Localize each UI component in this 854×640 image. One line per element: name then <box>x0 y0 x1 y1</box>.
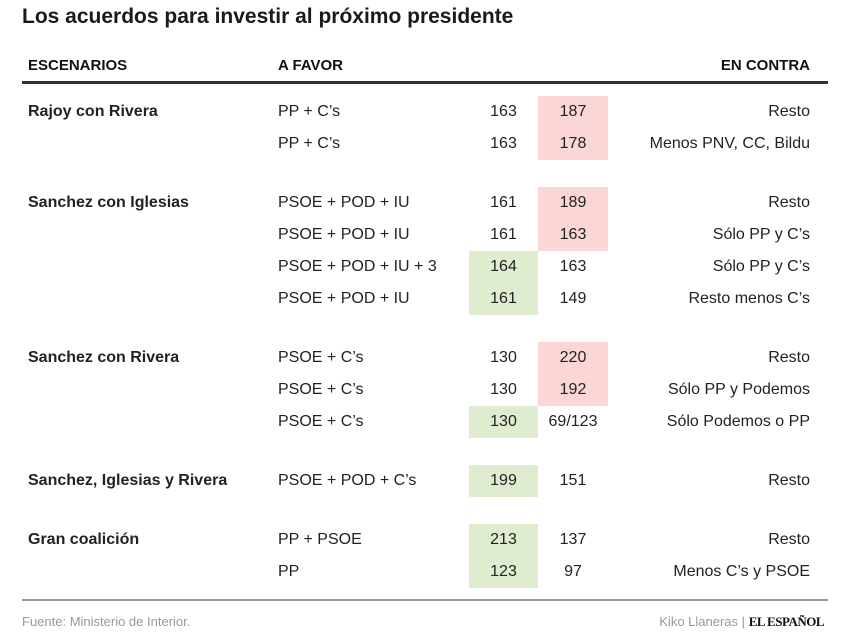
brand-logo: EL ESPAÑOL <box>748 614 825 629</box>
credits: Kiko Llaneras | EL ESPAÑOL <box>659 614 824 630</box>
table-row: PSOE + C’s 130 69/123 Sólo Podemos o PP <box>0 406 854 438</box>
favor-seats: 164 <box>469 251 538 283</box>
favor-seats: 163 <box>490 135 517 152</box>
contra-parties: Menos PNV, CC, Bildu <box>649 135 810 152</box>
favor-parties: PSOE + C’s <box>278 381 364 398</box>
favor-parties: PSOE + POD + C’s <box>278 472 417 489</box>
favor-seats: 130 <box>469 406 538 438</box>
table-row: PSOE + POD + IU 161 149 Resto menos C’s <box>0 283 854 315</box>
contra-seats: 189 <box>538 187 608 219</box>
favor-seats: 199 <box>469 465 538 497</box>
contra-seats: 149 <box>559 290 587 307</box>
contra-parties: Resto <box>768 472 810 489</box>
favor-seats: 163 <box>490 103 517 120</box>
scenario-group: Sanchez con Rivera PSOE + C’s 130 220 Resto P… <box>0 342 854 438</box>
table-row: Sanchez, Iglesias y Rivera PSOE + POD + C… <box>0 465 854 497</box>
table-row: PP + C’s 163 178 Menos PNV, CC, Bildu <box>0 128 854 160</box>
favor-parties: PP + PSOE <box>278 531 362 548</box>
favor-seats: 123 <box>469 556 538 588</box>
contra-parties: Resto <box>768 103 810 120</box>
scenario-group: Sanchez con Iglesias PSOE + POD + IU 161 18… <box>0 187 854 315</box>
favor-parties: PSOE + POD + IU <box>278 226 410 243</box>
scenario-label: Gran coalición <box>28 531 140 548</box>
favor-parties: PSOE + POD + IU <box>278 290 410 307</box>
scenario-group: Rajoy con Rivera PP + C’s 163 187 Resto PP + … <box>0 96 854 160</box>
contra-seats: 69/123 <box>548 413 598 430</box>
table-row: Gran coalición PP + PSOE 213 137 Resto <box>0 524 854 556</box>
table-row: PSOE + POD + IU 161 163 Sólo PP y C’s <box>0 219 854 251</box>
author: Kiko Llaneras <box>659 614 739 629</box>
table-row: Sanchez con Rivera PSOE + C’s 130 220 Resto <box>0 342 854 374</box>
favor-seats: 213 <box>469 524 538 556</box>
scenario-label: Sanchez con Iglesias <box>28 194 189 211</box>
scenario-group: Sanchez, Iglesias y Rivera PSOE + POD + C… <box>0 465 854 497</box>
favor-parties: PP <box>278 563 300 580</box>
contra-seats: 163 <box>538 219 608 251</box>
scenarios-table: Rajoy con Rivera PP + C’s 163 187 Resto PP + … <box>0 96 854 615</box>
table-row: PP 123 97 Menos C’s y PSOE <box>0 556 854 588</box>
contra-seats: 137 <box>559 531 587 548</box>
contra-parties: Resto <box>768 194 810 211</box>
favor-seats: 161 <box>490 226 517 243</box>
table-row: Rajoy con Rivera PP + C’s 163 187 Resto <box>0 96 854 128</box>
favor-parties: PSOE + C’s <box>278 349 364 366</box>
scenario-label: Rajoy con Rivera <box>28 103 158 120</box>
header-scenarios: ESCENARIOS <box>28 57 128 74</box>
contra-parties: Resto <box>768 349 810 366</box>
contra-parties: Resto menos C’s <box>688 290 810 307</box>
favor-parties: PP + C’s <box>278 135 341 152</box>
header-favor: A FAVOR <box>278 57 344 74</box>
table-row: PSOE + POD + IU + 3 164 163 Sólo PP y C’s <box>0 251 854 283</box>
favor-seats: 130 <box>490 349 517 366</box>
scenario-label: Sanchez, Iglesias y Rivera <box>28 472 228 489</box>
contra-parties: Sólo PP y Podemos <box>667 381 810 398</box>
favor-seats: 130 <box>490 381 517 398</box>
separator: | <box>741 614 746 629</box>
favor-parties: PSOE + C’s <box>278 413 364 430</box>
contra-seats: 220 <box>538 342 608 374</box>
table-row: PSOE + C’s 130 192 Sólo PP y Podemos <box>0 374 854 406</box>
contra-parties: Sólo PP y C’s <box>712 258 810 275</box>
header-divider <box>22 81 828 84</box>
contra-parties: Menos C’s y PSOE <box>673 563 810 580</box>
footer-divider <box>22 599 828 601</box>
contra-seats: 192 <box>538 374 608 406</box>
scenario-label: Sanchez con Rivera <box>28 349 180 366</box>
contra-parties: Sólo Podemos o PP <box>666 413 810 430</box>
page-title: Los acuerdos para investir al próximo pr… <box>22 5 514 28</box>
contra-seats: 178 <box>538 128 608 160</box>
favor-parties: PSOE + POD + IU + 3 <box>278 258 437 275</box>
scenario-group: Gran coalición PP + PSOE 213 137 Resto PP 123 9… <box>0 524 854 588</box>
contra-seats: 163 <box>559 258 587 275</box>
source-note: Fuente: Ministerio de Interior. <box>22 614 191 629</box>
contra-parties: Sólo PP y C’s <box>712 226 810 243</box>
contra-seats: 97 <box>564 563 582 580</box>
favor-parties: PP + C’s <box>278 103 341 120</box>
contra-parties: Resto <box>768 531 810 548</box>
table-row: Sanchez con Iglesias PSOE + POD + IU 161 18… <box>0 187 854 219</box>
favor-seats: 161 <box>490 194 517 211</box>
contra-seats: 151 <box>559 472 587 489</box>
contra-seats: 187 <box>538 96 608 128</box>
favor-parties: PSOE + POD + IU <box>278 194 410 211</box>
header-contra: EN CONTRA <box>720 57 810 74</box>
favor-seats: 161 <box>469 283 538 315</box>
